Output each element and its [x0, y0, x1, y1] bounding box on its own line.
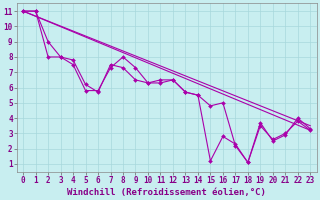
X-axis label: Windchill (Refroidissement éolien,°C): Windchill (Refroidissement éolien,°C): [67, 188, 266, 197]
